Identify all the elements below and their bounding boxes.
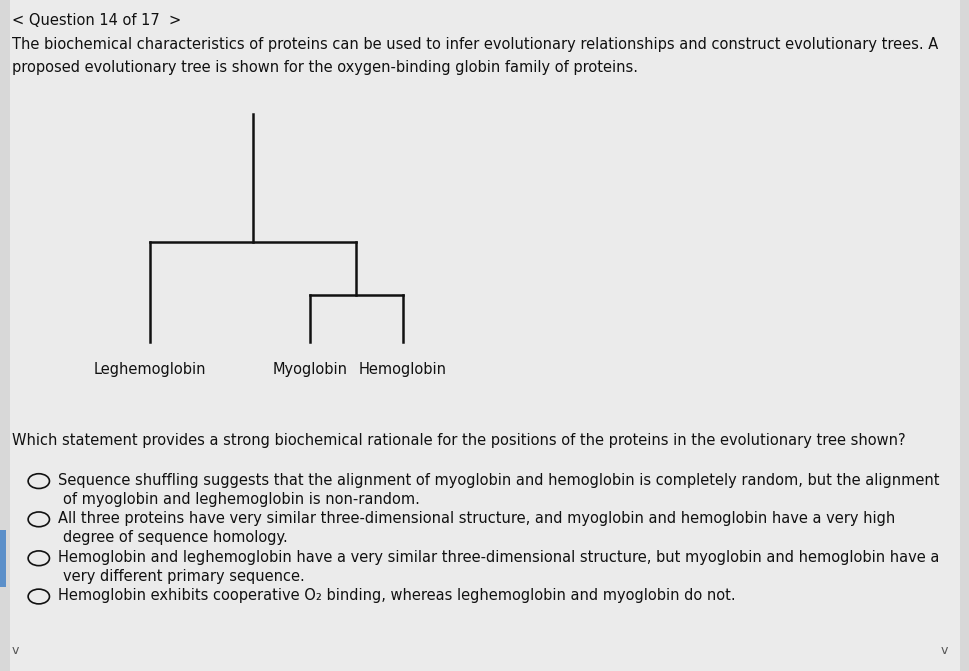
Text: < Question 14 of 17  >: < Question 14 of 17 > bbox=[12, 13, 180, 28]
Text: Myoglobin: Myoglobin bbox=[272, 362, 348, 377]
Text: Which statement provides a strong biochemical rationale for the positions of the: Which statement provides a strong bioche… bbox=[12, 433, 904, 448]
Text: Hemoglobin exhibits cooperative O₂ binding, whereas leghemoglobin and myoglobin : Hemoglobin exhibits cooperative O₂ bindi… bbox=[58, 588, 735, 603]
Text: Hemoglobin and leghemoglobin have a very similar three-dimensional structure, bu: Hemoglobin and leghemoglobin have a very… bbox=[58, 550, 939, 565]
Text: proposed evolutionary tree is shown for the oxygen-binding globin family of prot: proposed evolutionary tree is shown for … bbox=[12, 60, 637, 75]
Text: v: v bbox=[12, 644, 19, 657]
Text: Leghemoglobin: Leghemoglobin bbox=[94, 362, 206, 377]
Bar bbox=[0, 530, 6, 587]
Text: very different primary sequence.: very different primary sequence. bbox=[63, 569, 304, 584]
Text: Hemoglobin: Hemoglobin bbox=[359, 362, 446, 377]
Text: of myoglobin and leghemoglobin is non-random.: of myoglobin and leghemoglobin is non-ra… bbox=[63, 492, 420, 507]
Text: All three proteins have very similar three-dimensional structure, and myoglobin : All three proteins have very similar thr… bbox=[58, 511, 894, 526]
Text: The biochemical characteristics of proteins can be used to infer evolutionary re: The biochemical characteristics of prote… bbox=[12, 37, 937, 52]
Text: degree of sequence homology.: degree of sequence homology. bbox=[63, 530, 288, 545]
Text: v: v bbox=[940, 644, 948, 657]
Text: Sequence shuffling suggests that the alignment of myoglobin and hemoglobin is co: Sequence shuffling suggests that the ali… bbox=[58, 473, 939, 488]
